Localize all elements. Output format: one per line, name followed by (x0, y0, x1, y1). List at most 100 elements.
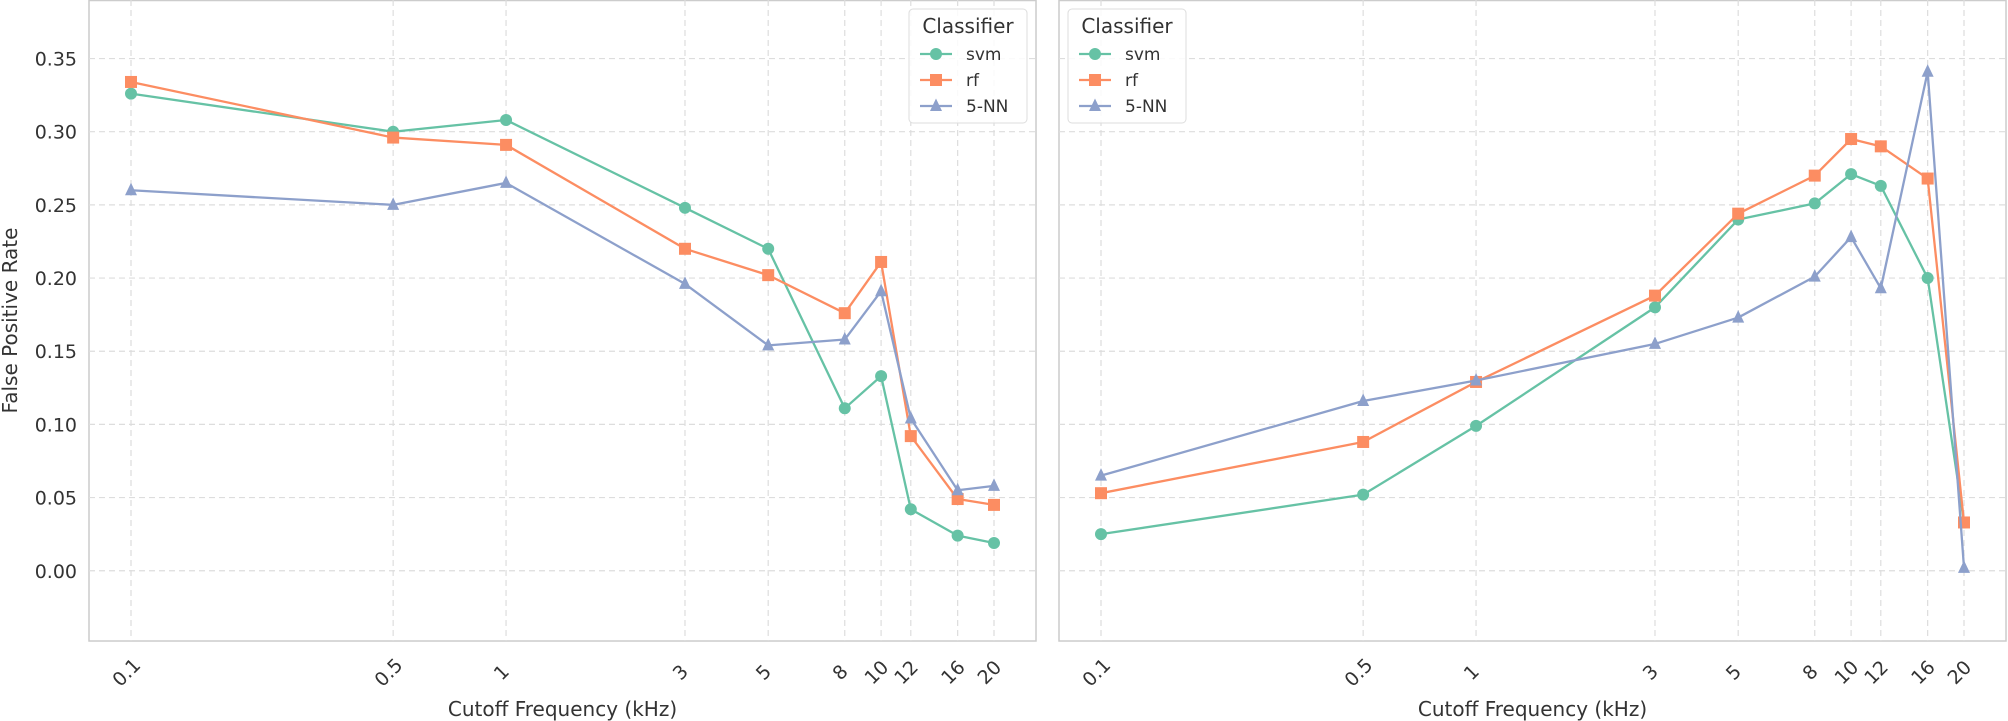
x-tick-label: 8 (828, 661, 852, 685)
data-point-5-NN (838, 332, 851, 345)
x-tick-label: 10 (1831, 656, 1864, 689)
series-5-NN (1095, 64, 1970, 573)
data-point-svm (1095, 528, 1107, 541)
legend-label-rf: rf (1125, 71, 1139, 91)
legend-box (1067, 8, 1187, 124)
data-point-rf (1845, 133, 1858, 146)
data-point-svm (988, 536, 1000, 549)
data-point-svm (875, 370, 888, 383)
x-tick-label: 12 (1860, 656, 1893, 689)
data-point-svm (1808, 197, 1821, 210)
data-point-svm (838, 402, 851, 415)
x-tick-label: 16 (937, 656, 970, 689)
series-line-5-NN (1100, 70, 1966, 568)
x-tick-label: 0.5 (370, 654, 407, 691)
data-point-5-NN (1095, 468, 1107, 481)
x-tick-label: 8 (1798, 661, 1822, 685)
data-point-5-NN (1357, 393, 1370, 406)
data-point-svm (951, 529, 964, 542)
data-point-rf (1648, 289, 1661, 302)
data-point-rf (500, 138, 513, 151)
data-point-5-NN (1648, 336, 1661, 349)
series-line-rf (130, 80, 995, 507)
data-point-5-NN (1732, 310, 1745, 323)
data-point-rf (1874, 140, 1887, 153)
data-point-rf (678, 242, 691, 255)
plot-area (88, 0, 1037, 642)
data-point-5-NN (988, 478, 1000, 491)
data-point-rf (1357, 435, 1370, 448)
data-point-5-NN (125, 182, 137, 196)
data-point-svm (904, 503, 917, 516)
data-point-rf (1095, 487, 1107, 500)
x-axis-label: Cutoff Frequency (kHz) (448, 697, 677, 721)
legend-marker-rf (1089, 74, 1101, 86)
data-point-5-NN (1958, 560, 1970, 573)
data-point-5-NN (500, 175, 513, 188)
y-tick-label: 0.10 (35, 414, 77, 436)
legend-label-rf: rf (966, 71, 980, 91)
data-point-svm (1921, 272, 1934, 285)
data-point-rf (762, 269, 775, 282)
x-tick-label: 3 (1639, 661, 1663, 685)
legend-marker-5-NN (1089, 98, 1101, 111)
series-line-rf (1100, 137, 1966, 523)
y-axis-label: False Positive Rate (0, 228, 22, 414)
data-point-5-NN (678, 276, 691, 289)
legend-marker-5-NN (930, 98, 942, 111)
series-line-svm (1100, 173, 1966, 536)
data-point-5-NN (1921, 64, 1934, 77)
x-tick-label: 5 (1722, 661, 1746, 685)
y-tick-label: 0.05 (35, 488, 77, 510)
data-point-rf (838, 307, 851, 320)
legend-label-svm: svm (1125, 45, 1160, 65)
data-point-5-NN (1808, 269, 1821, 282)
data-point-5-NN (387, 197, 400, 210)
data-point-5-NN (951, 482, 964, 496)
legend: Classifier svm rf 5-NN (908, 8, 1028, 124)
data-point-svm (1648, 301, 1661, 314)
data-point-rf (1808, 169, 1821, 182)
legend-marker-rf (930, 74, 942, 86)
data-point-5-NN (1845, 229, 1858, 243)
x-tick-label: 0.1 (1078, 654, 1115, 691)
data-point-rf (387, 131, 400, 144)
x-tick-label: 1 (1460, 661, 1484, 685)
x-tick-label: 3 (669, 661, 693, 685)
data-point-rf (1921, 172, 1934, 185)
x-tick-label: 0.5 (1340, 654, 1377, 691)
y-tick-label: 0.25 (35, 195, 77, 217)
data-point-rf (875, 255, 888, 268)
series-line-5-NN (130, 181, 995, 492)
data-point-rf (1732, 207, 1745, 220)
legend-marker-svm (930, 48, 942, 60)
x-tick-label: 0.1 (108, 654, 145, 691)
data-point-rf (125, 75, 137, 88)
data-point-svm (1845, 168, 1858, 181)
data-point-rf (951, 493, 964, 506)
data-point-svm (125, 87, 137, 100)
x-tick-label: 1 (490, 661, 514, 685)
plot-area (1058, 0, 2007, 642)
data-point-svm (1357, 488, 1370, 501)
data-point-5-NN (1470, 373, 1483, 386)
y-tick-label: 0.35 (35, 49, 77, 71)
x-tick-label: 5 (752, 661, 776, 685)
x-tick-label: 20 (973, 656, 1006, 689)
y-tick-label: 0.15 (35, 341, 77, 363)
data-point-5-NN (875, 283, 888, 297)
legend-marker-svm (1089, 48, 1101, 60)
data-point-5-NN (762, 337, 775, 351)
legend-title: Classifier (1081, 14, 1173, 38)
series-line-svm (130, 92, 995, 545)
series-rf (125, 75, 1000, 511)
legend-label-svm: svm (966, 45, 1001, 65)
data-point-svm (1874, 179, 1887, 192)
legend: Classifier svm rf 5-NN (1067, 8, 1187, 124)
y-tick-label: 0.20 (35, 268, 77, 290)
y-tick-label: 0.00 (35, 561, 77, 583)
y-tick-label: 0.30 (35, 122, 77, 144)
data-point-rf (988, 498, 1000, 511)
